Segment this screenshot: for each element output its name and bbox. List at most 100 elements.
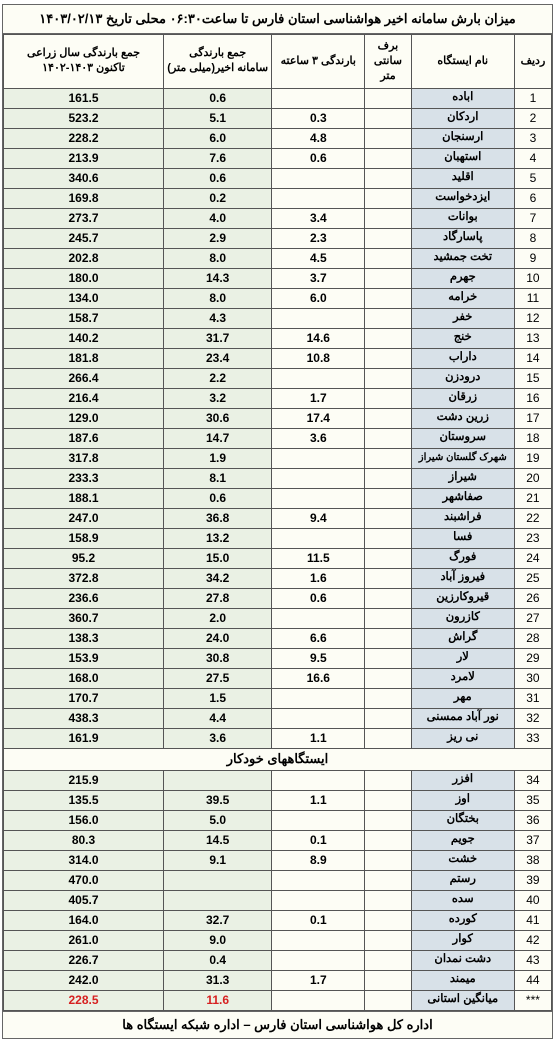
cell-rlast: 6.0 [164, 128, 272, 148]
cell-idx: 1 [514, 88, 551, 108]
cell-r3 [272, 870, 365, 890]
cell-snow [365, 268, 411, 288]
cell-year: 140.2 [4, 328, 164, 348]
cell-name: اردکان [411, 108, 514, 128]
cell-year: 158.7 [4, 308, 164, 328]
cell-rlast [164, 870, 272, 890]
cell-snow [365, 208, 411, 228]
cell-r3: 11.5 [272, 548, 365, 568]
table-row: 30 لامرد 16.6 27.5 168.0 [4, 668, 552, 688]
table-row: 2 اردکان 0.3 5.1 523.2 [4, 108, 552, 128]
table-row: 5 اقلید 0.6 340.6 [4, 168, 552, 188]
cell-idx: 9 [514, 248, 551, 268]
hdr-name: نام ایستگاه [411, 35, 514, 89]
cell-rlast: 0.2 [164, 188, 272, 208]
cell-year: 273.7 [4, 208, 164, 228]
cell-r3 [272, 810, 365, 830]
cell-r3: 9.4 [272, 508, 365, 528]
cell-year: 168.0 [4, 668, 164, 688]
table-row: 44 میمند 1.7 31.3 242.0 [4, 970, 552, 990]
cell-r3: 8.9 [272, 850, 365, 870]
cell-idx: 11 [514, 288, 551, 308]
cell-idx: 23 [514, 528, 551, 548]
cell-year: 161.9 [4, 728, 164, 748]
cell-rlast: 0.6 [164, 88, 272, 108]
cell-idx: 17 [514, 408, 551, 428]
cell-rlast: 5.0 [164, 810, 272, 830]
cell-idx: 28 [514, 628, 551, 648]
cell-year: 236.6 [4, 588, 164, 608]
cell-r3: 3.6 [272, 428, 365, 448]
cell-year: 314.0 [4, 850, 164, 870]
cell-r3 [272, 950, 365, 970]
cell-name: جویم [411, 830, 514, 850]
cell-rlast: 14.3 [164, 268, 272, 288]
cell-r3 [272, 488, 365, 508]
table-row: 9 تخت جمشید 4.5 8.0 202.8 [4, 248, 552, 268]
cell-year: 135.5 [4, 790, 164, 810]
cell-name: شهرک گلستان شیراز [411, 448, 514, 468]
table-row: 7 بوانات 3.4 4.0 273.7 [4, 208, 552, 228]
cell-r3: 6.6 [272, 628, 365, 648]
table-body: 1 اباده 0.6 161.5 2 اردکان 0.3 5.1 523.2… [4, 88, 552, 1010]
cell-snow [365, 810, 411, 830]
table-row: 42 کوار 9.0 261.0 [4, 930, 552, 950]
cell-name: خفر [411, 308, 514, 328]
table-row: 38 خشت 8.9 9.1 314.0 [4, 850, 552, 870]
cell-snow [365, 588, 411, 608]
cell-idx: 6 [514, 188, 551, 208]
cell-r3 [272, 368, 365, 388]
cell-rlast: 30.8 [164, 648, 272, 668]
table-row: 22 فراشبند 9.4 36.8 247.0 [4, 508, 552, 528]
cell-year: 188.1 [4, 488, 164, 508]
cell-name: قیروکارزین [411, 588, 514, 608]
cell-name: نور آباد ممسنی [411, 708, 514, 728]
cell-year: 181.8 [4, 348, 164, 368]
cell-rlast: 1.5 [164, 688, 272, 708]
cell-name: اباده [411, 88, 514, 108]
cell-rlast: 3.6 [164, 728, 272, 748]
cell-idx: 26 [514, 588, 551, 608]
cell-name: نی ریز [411, 728, 514, 748]
cell-snow [365, 870, 411, 890]
cell-r3: 1.1 [272, 728, 365, 748]
cell-r3: 10.8 [272, 348, 365, 368]
cell-rlast: 27.5 [164, 668, 272, 688]
cell-year: 129.0 [4, 408, 164, 428]
cell-year: 372.8 [4, 568, 164, 588]
cell-r3: 6.0 [272, 288, 365, 308]
report-footer: اداره کل هواشناسی استان فارس – اداره شبک… [3, 1011, 552, 1038]
hdr-rlast: جمع بارندگی سامانه اخیر(میلی متر) [164, 35, 272, 89]
cell-rlast: 1.9 [164, 448, 272, 468]
cell-idx: 22 [514, 508, 551, 528]
cell-r3: 3.4 [272, 208, 365, 228]
cell-rlast: 15.0 [164, 548, 272, 568]
cell-year: 438.3 [4, 708, 164, 728]
table-row: 20 شیراز 8.1 233.3 [4, 468, 552, 488]
cell-snow [365, 448, 411, 468]
table-row: 3 ارسنجان 4.8 6.0 228.2 [4, 128, 552, 148]
cell-r3 [272, 528, 365, 548]
cell-rlast: 34.2 [164, 568, 272, 588]
cell-r3: 9.5 [272, 648, 365, 668]
cell-rlast: 31.3 [164, 970, 272, 990]
table-row: 37 جویم 0.1 14.5 80.3 [4, 830, 552, 850]
cell-r3 [272, 448, 365, 468]
cell-r3: 0.6 [272, 588, 365, 608]
table-row: 1 اباده 0.6 161.5 [4, 88, 552, 108]
cell-year: 228.5 [4, 990, 164, 1010]
cell-idx: 18 [514, 428, 551, 448]
cell-r3: 0.6 [272, 148, 365, 168]
cell-r3: 3.7 [272, 268, 365, 288]
cell-r3: 17.4 [272, 408, 365, 428]
cell-idx: 7 [514, 208, 551, 228]
cell-year: 134.0 [4, 288, 164, 308]
cell-r3: 4.8 [272, 128, 365, 148]
table-row: 21 صفاشهر 0.6 188.1 [4, 488, 552, 508]
cell-year: 226.7 [4, 950, 164, 970]
cell-snow [365, 248, 411, 268]
cell-name: ایزدخواست [411, 188, 514, 208]
cell-rlast: 4.3 [164, 308, 272, 328]
cell-snow [365, 228, 411, 248]
section-header-label: ایستگاههای خودکار [4, 748, 552, 770]
